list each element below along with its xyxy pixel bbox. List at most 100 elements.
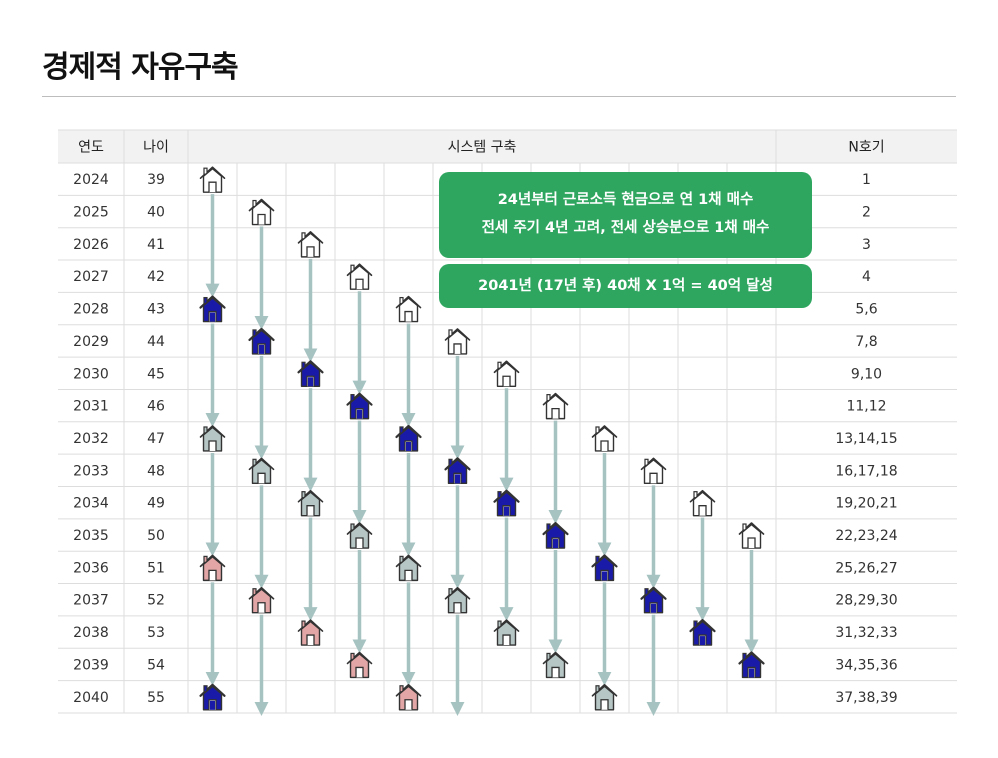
house-icon (346, 522, 373, 549)
year-cell: 2028 (73, 302, 109, 318)
column-header: 나이 (143, 140, 169, 156)
title-divider (42, 96, 956, 97)
unit-cell: 3 (862, 237, 871, 253)
house-icon (248, 586, 275, 614)
year-cell: 2033 (73, 463, 109, 479)
callout-purchase-plan: 24년부터 근로소득 현금으로 연 1채 매수 전세 주기 4년 고려, 전세 … (439, 172, 812, 258)
house-icon (591, 554, 618, 582)
table-header-bg (58, 130, 957, 163)
house-icon (689, 618, 716, 646)
unit-cell: 11,12 (846, 399, 886, 415)
house-icon (738, 522, 765, 549)
age-cell: 51 (147, 560, 165, 576)
year-cell: 2024 (73, 172, 109, 188)
house-icon (591, 683, 618, 711)
house-icon (297, 619, 324, 646)
column-header: 연도 (78, 140, 104, 156)
house-icon (689, 489, 716, 517)
page-title: 경제적 자유구축 (42, 50, 239, 85)
age-cell: 49 (147, 496, 165, 512)
age-cell: 42 (147, 269, 165, 285)
house-icon (395, 295, 422, 323)
house-icon (346, 263, 373, 290)
house-icon (542, 392, 569, 420)
house-icon (199, 166, 226, 193)
age-cell: 45 (147, 366, 165, 382)
year-cell: 2032 (73, 431, 109, 447)
callout-goal: 2041년 (17년 후) 40채 X 1억 = 40억 달성 (439, 264, 812, 308)
unit-cell: 4 (862, 269, 871, 285)
year-cell: 2040 (73, 690, 109, 706)
house-icon (738, 651, 765, 679)
year-cell: 2031 (73, 399, 109, 415)
year-cell: 2038 (73, 625, 109, 641)
year-cell: 2035 (73, 528, 109, 544)
column-header: N호기 (848, 140, 884, 156)
year-cell: 2029 (73, 334, 109, 350)
year-cell: 2025 (73, 205, 109, 221)
unit-cell: 16,17,18 (835, 463, 897, 479)
house-icon (444, 328, 471, 355)
house-icon (248, 198, 275, 226)
year-cell: 2039 (73, 657, 109, 673)
house-icon (395, 554, 422, 582)
unit-cell: 9,10 (851, 366, 882, 382)
unit-cell: 28,29,30 (835, 593, 897, 609)
age-cell: 50 (147, 528, 165, 544)
unit-cell: 13,14,15 (835, 431, 897, 447)
house-icon (395, 683, 422, 711)
year-cell: 2026 (73, 237, 109, 253)
age-cell: 55 (147, 690, 165, 706)
column-header: 시스템 구축 (448, 140, 517, 156)
unit-cell: 2 (862, 205, 871, 221)
unit-cell: 19,20,21 (835, 496, 897, 512)
age-cell: 47 (147, 431, 165, 447)
house-icon (346, 392, 373, 420)
age-cell: 39 (147, 172, 165, 188)
year-cell: 2036 (73, 560, 109, 576)
age-cell: 44 (147, 334, 165, 350)
house-icon (542, 521, 569, 549)
house-icon (199, 425, 226, 452)
house-icon (444, 457, 471, 485)
callout-line: 2041년 (17년 후) 40채 X 1억 = 40억 달성 (478, 278, 773, 294)
house-icon (297, 489, 324, 517)
age-cell: 43 (147, 302, 165, 318)
year-cell: 2027 (73, 269, 109, 285)
house-icon (297, 360, 324, 387)
age-cell: 46 (147, 399, 165, 415)
house-icon (297, 231, 324, 258)
house-icon (640, 457, 667, 485)
age-cell: 52 (147, 593, 165, 609)
unit-cell: 25,26,27 (835, 560, 897, 576)
year-cell: 2037 (73, 593, 109, 609)
house-icon (346, 651, 373, 679)
age-cell: 41 (147, 237, 165, 253)
house-icon (591, 425, 618, 452)
house-icon (640, 586, 667, 614)
house-icon (199, 295, 226, 323)
unit-cell: 1 (862, 172, 871, 188)
age-cell: 53 (147, 625, 165, 641)
house-icon (248, 457, 275, 485)
house-icon (493, 619, 520, 646)
house-icon (542, 651, 569, 679)
unit-cell: 34,35,36 (835, 657, 897, 673)
age-cell: 54 (147, 657, 165, 673)
house-icon (493, 489, 520, 517)
house-icon (493, 360, 520, 387)
unit-cell: 37,38,39 (835, 690, 897, 706)
year-cell: 2034 (73, 496, 109, 512)
age-cell: 48 (147, 463, 165, 479)
callout-line: 전세 주기 4년 고려, 전세 상승분으로 1채 매수 (481, 220, 770, 236)
callout-line: 24년부터 근로소득 현금으로 연 1채 매수 (497, 192, 754, 208)
unit-cell: 22,23,24 (835, 528, 897, 544)
house-icon (199, 554, 226, 582)
house-icon (248, 327, 275, 355)
house-icon (444, 586, 471, 614)
house-icon (395, 424, 422, 452)
year-cell: 2030 (73, 366, 109, 382)
age-cell: 40 (147, 205, 165, 221)
unit-cell: 7,8 (855, 334, 877, 350)
